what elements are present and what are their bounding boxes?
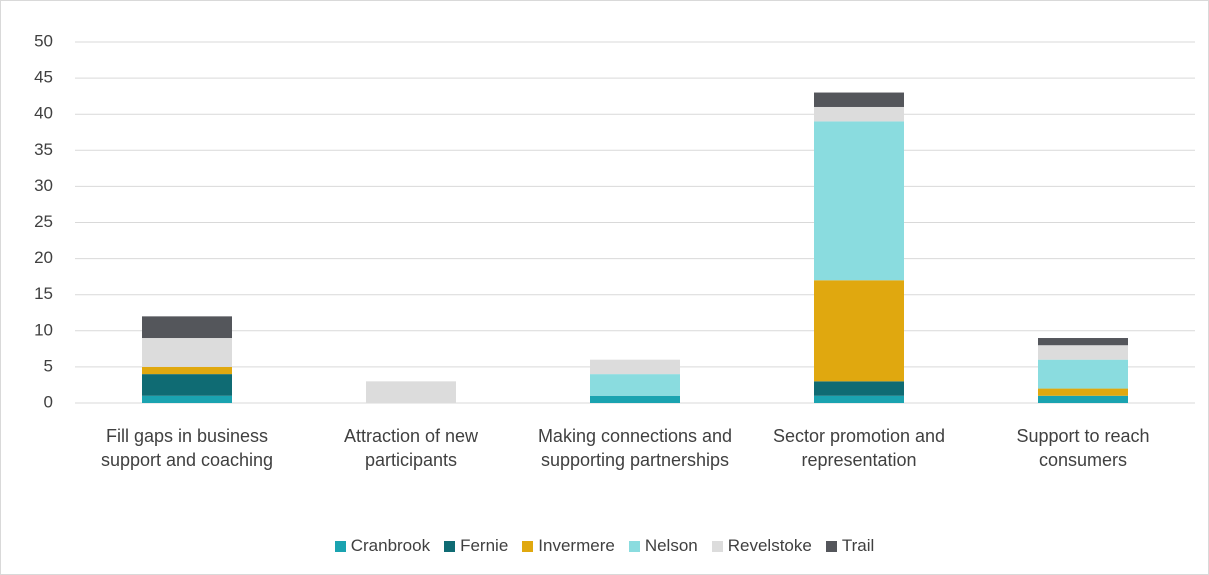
legend-label: Fernie — [460, 536, 509, 555]
y-tick-label: 35 — [34, 140, 53, 159]
legend-swatch — [334, 540, 346, 552]
bar-segment — [142, 366, 232, 375]
y-tick-label: 50 — [34, 31, 53, 50]
bar-segment — [142, 374, 232, 396]
bar-segment — [142, 395, 232, 403]
x-tick-label: Support to reach consumers — [1016, 426, 1150, 470]
legend-item: Invermere — [522, 536, 615, 556]
bar-segment — [814, 121, 904, 281]
legend-swatch — [444, 540, 456, 552]
legend-swatch — [825, 540, 837, 552]
bar-segment — [1038, 388, 1128, 396]
x-tick-label: Fill gaps in business support and coachi… — [100, 426, 274, 470]
legend-item: Cranbrook — [334, 536, 431, 556]
bar-segment — [814, 381, 904, 396]
bar-segment — [814, 280, 904, 382]
y-tick-label: 25 — [34, 212, 53, 231]
y-tick-label: 40 — [34, 104, 53, 123]
legend-label: Invermere — [538, 536, 615, 555]
legend-label: Trail — [841, 536, 875, 555]
x-tick-label: Sector promotion and representation — [772, 426, 946, 470]
bar-segment — [1038, 359, 1128, 389]
x-tick-label: Attraction of new participants — [343, 426, 479, 470]
legend-swatch — [628, 540, 640, 552]
bar-segment — [366, 381, 456, 403]
legend-item: Revelstoke — [711, 536, 812, 556]
bar-segment — [814, 92, 904, 107]
legend-label: Nelson — [644, 536, 698, 555]
bar-segment — [590, 374, 680, 396]
y-tick-label: 45 — [34, 68, 53, 87]
bar-segment — [1038, 345, 1128, 360]
legend-label: Revelstoke — [727, 536, 812, 555]
y-tick-label: 0 — [44, 392, 53, 411]
bar-segment — [814, 395, 904, 403]
legend-swatch — [711, 540, 723, 552]
bar-segment — [590, 359, 680, 375]
y-tick-label: 15 — [34, 284, 53, 303]
bar-segment — [1038, 395, 1128, 403]
y-tick-label: 5 — [44, 356, 53, 375]
y-tick-label: 20 — [34, 248, 53, 267]
legend-item: Trail — [825, 536, 875, 556]
legend-item: Fernie — [444, 536, 508, 556]
y-tick-label: 10 — [34, 320, 53, 339]
bar-segment — [142, 316, 232, 339]
bar-segment — [590, 395, 680, 403]
y-tick-label: 30 — [34, 176, 53, 195]
x-tick-label: Making connections and supporting partne… — [537, 426, 733, 470]
legend: Cranbrook Fernie Invermere Nelson Revelstoke… — [0, 536, 1209, 556]
bar-segment — [814, 106, 904, 122]
legend-label: Cranbrook — [350, 536, 431, 555]
bar-segment — [1038, 338, 1128, 346]
legend-item: Nelson — [628, 536, 698, 556]
bar-segment — [142, 338, 232, 367]
legend-swatch — [522, 540, 534, 552]
